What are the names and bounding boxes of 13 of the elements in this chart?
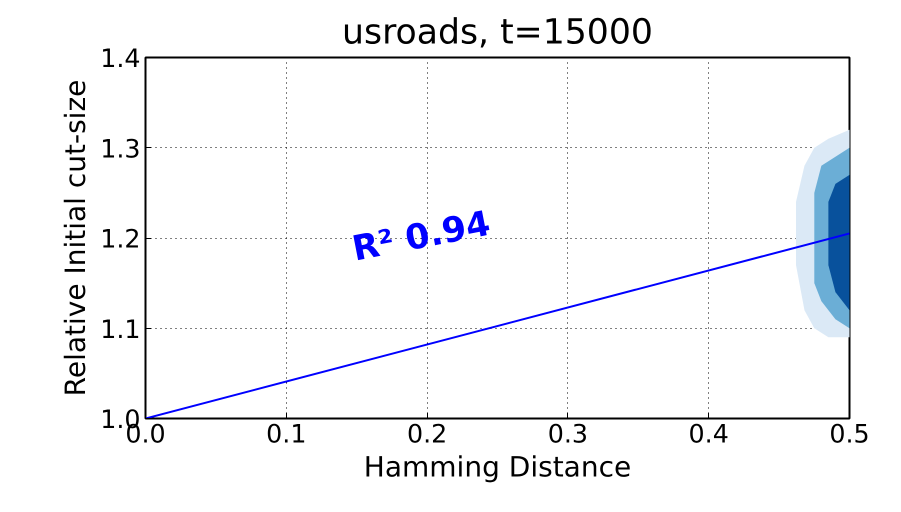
x-tick-label: 0.3 — [548, 418, 588, 448]
y-tick-label: 1.4 — [100, 43, 140, 73]
y-tick-label: 1.3 — [100, 133, 140, 164]
y-axis-title: Relative Initial cut-size — [59, 80, 92, 396]
y-tick-label: 1.2 — [100, 224, 140, 254]
annotation: R² 0.94 — [349, 204, 494, 270]
y-tick-label: 1.1 — [100, 314, 140, 344]
x-tick-label: 0.2 — [406, 418, 448, 448]
chart-title: usroads, t=15000 — [342, 12, 653, 52]
x-tick-label: 0.4 — [688, 418, 729, 448]
x-tick-label: 0.5 — [829, 418, 870, 448]
x-tick-label: 0.1 — [266, 418, 306, 448]
x-axis-title: Hamming Distance — [364, 450, 632, 484]
